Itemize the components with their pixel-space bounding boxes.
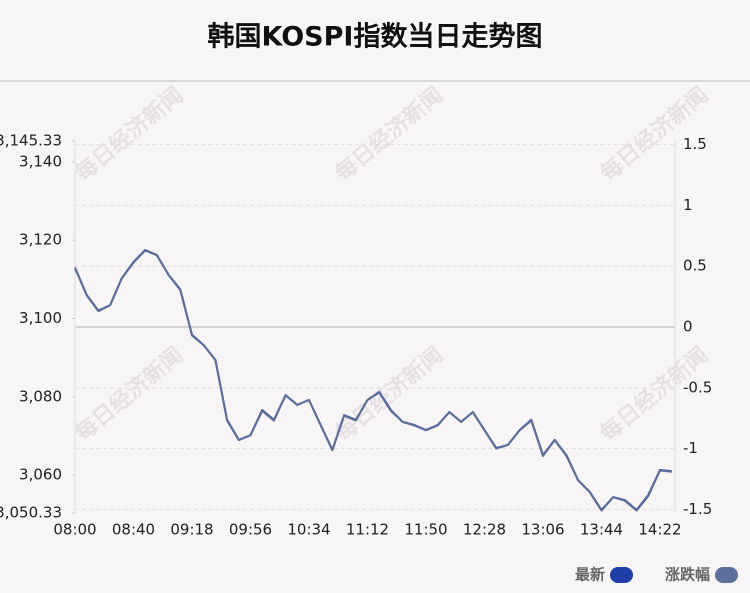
y2-tick-label: 0.5 [683, 257, 707, 275]
y-tick-label: 3,120 [19, 231, 62, 249]
x-tick-label: 11:50 [404, 521, 447, 539]
y2-tick-label: 1 [683, 196, 693, 214]
series-line [74, 249, 672, 512]
y-tick-label: 3,050.33 [0, 504, 62, 522]
y2-tick-label: -0.5 [683, 378, 712, 396]
legend-label: 涨跌幅 [665, 566, 710, 584]
y-tick-label: 3,145.33 [0, 132, 62, 150]
watermark: 每日经济新闻 [330, 82, 448, 187]
chart-title: 韩国KOSPI指数当日走势图 [208, 22, 543, 53]
x-tick-label: 08:00 [53, 521, 96, 539]
y-tick-label: 3,060 [19, 466, 62, 484]
x-tick-label: 08:40 [112, 521, 155, 539]
x-tick-label: 12:28 [463, 521, 506, 539]
watermark: 每日经济新闻 [70, 82, 188, 187]
x-tick-label: 10:34 [287, 521, 330, 539]
x-tick-label: 13:44 [580, 521, 623, 539]
y2-tick-label: -1.5 [683, 500, 712, 518]
watermark: 每日经济新闻 [70, 342, 188, 447]
legend-swatch [715, 567, 738, 583]
x-tick-label: 11:12 [346, 521, 389, 539]
x-tick-label: 13:06 [521, 521, 564, 539]
y-tick-label: 3,140 [19, 152, 62, 170]
y2-tick-label: 0 [683, 318, 693, 336]
x-tick-label: 09:18 [170, 521, 213, 539]
legend-swatch [610, 567, 633, 583]
x-tick-label: 14:22 [638, 521, 681, 539]
legend-label: 最新 [575, 566, 605, 584]
y-tick-label: 3,100 [19, 309, 62, 327]
watermark: 每日经济新闻 [330, 342, 448, 447]
y-tick-label: 3,080 [19, 387, 62, 405]
x-tick-label: 09:56 [229, 521, 272, 539]
y2-tick-label: 1.5 [683, 135, 707, 153]
y2-tick-label: -1 [683, 439, 698, 457]
